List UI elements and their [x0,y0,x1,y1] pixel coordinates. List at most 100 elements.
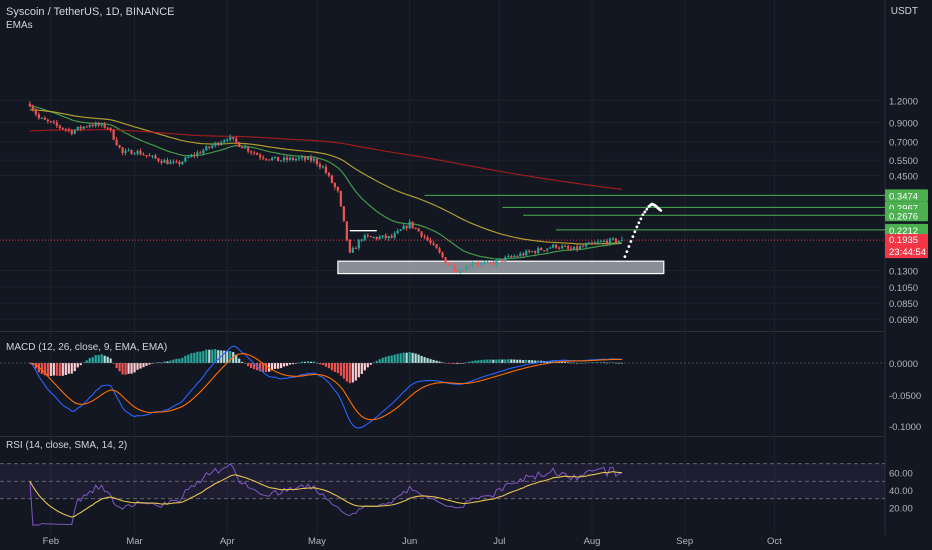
macd-histogram-bar [154,362,157,364]
candle-body [378,236,381,239]
macd-histogram-bar [145,363,148,366]
macd-histogram-bar [393,354,396,363]
macd-histogram-bar [309,361,313,363]
candle-body [297,157,301,159]
candle-body [414,227,417,229]
rsi-label[interactable]: RSI (14, close, SMA, 14, 2) [6,440,128,451]
macd-histogram-bar [333,363,336,372]
candle-body [489,262,492,264]
candle-body [507,256,510,258]
macd-histogram-bar [109,358,112,363]
candle-body [220,142,223,145]
candle-body [127,150,130,152]
candle-body [492,262,495,265]
candle-body [306,157,310,160]
candle-body [312,158,316,161]
candle-body [178,162,181,165]
candle-body [486,262,489,264]
macd-histogram-bar [351,363,354,383]
candle-body [193,154,196,156]
macd-histogram-bar [384,356,387,363]
macd-histogram-bar [190,353,193,363]
candle-body [474,263,477,265]
macd-histogram-bar [291,363,295,365]
macd-histogram-bar [106,356,109,363]
candle-body [537,248,540,253]
level-lines [0,194,885,241]
candle-body [315,158,319,165]
macd-histogram-bar [531,360,534,363]
level-badge-label: 0.3474 [889,191,918,202]
candle-body [82,126,85,129]
candle-body [97,123,100,126]
candle-body [384,235,387,239]
candle-body [37,114,40,119]
macd-histogram-bar [139,363,142,369]
candle-body [578,246,582,250]
candle-body [205,146,208,151]
time-axis[interactable]: Feb Mar Apr May Jun Jul Aug Sep Oct [43,536,783,547]
macd-histogram-bar [330,363,333,371]
macd-histogram-bar [602,362,606,363]
projection-dot [641,213,645,217]
projection-dot [629,240,633,243]
candle-body [79,126,82,129]
macd-histogram-bar [214,349,217,363]
candle-body [561,246,564,249]
macd-histogram-bar [244,363,247,364]
candle-body [169,161,172,165]
candle-body [528,250,531,252]
macd-histogram-bar [593,362,597,363]
macd-histogram-bar [611,362,615,363]
price-tick: 0.1050 [889,283,918,294]
candle-body [336,187,339,191]
macd-histogram-bar [408,352,411,363]
candle-body [187,157,190,159]
indicator-label[interactable]: EMAs [6,20,33,31]
projection-dot [623,255,627,259]
macd-histogram-bar [405,352,408,363]
candle-body [543,250,546,252]
candle-body [238,142,241,147]
macd-histogram-bar [133,363,136,373]
candle-body [345,221,348,240]
candle-body [525,250,528,256]
macd-histogram-bar [324,363,328,367]
macd-tick: -0.1000 [889,422,921,433]
candle-body [172,161,175,163]
rsi-tick: 20.00 [889,504,913,515]
candle-body [265,158,268,160]
candle-body [420,231,423,237]
macd-histogram-bar [486,359,489,363]
price-tick: 0.9000 [889,118,918,129]
candle-body [590,242,594,244]
macd-histogram-bar [510,359,513,363]
macd-histogram-bar [217,350,220,363]
macd-histogram-bar [115,363,118,369]
candle-body [241,146,244,149]
macd-histogram-bar [432,359,435,363]
candle-body [124,150,127,153]
projection-dot [639,217,643,221]
candle-body [196,152,199,156]
candle-body [477,263,480,265]
price-tick: 0.4500 [889,172,918,183]
candle-body [46,119,49,122]
time-tick: Jun [402,536,417,547]
candle-body [211,145,214,148]
candle-body [549,247,552,249]
macd-histogram-bar [312,361,316,363]
candle-body [357,240,360,249]
macd-histogram-bar [534,360,537,363]
candle-body [118,145,121,148]
candle-body [28,103,31,107]
candle-body [43,117,46,120]
candle-body [501,258,504,262]
macd-label[interactable]: MACD (12, 26, close, 9, EMA, EMA) [6,342,168,353]
candle-body [480,262,483,265]
candle-body [139,150,142,155]
macd-histogram-bar [617,362,621,364]
rsi-tick: 40.00 [889,486,913,497]
